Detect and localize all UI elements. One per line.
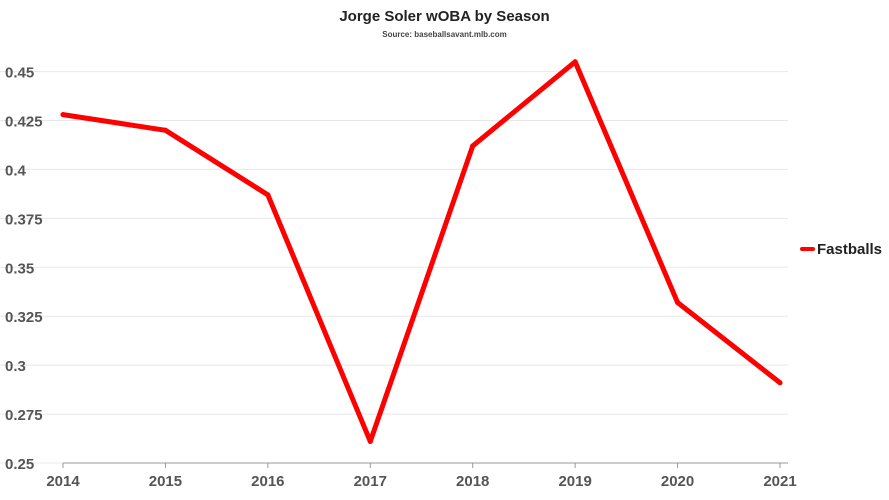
data-point [60, 112, 66, 118]
data-point [572, 59, 578, 65]
y-tick-label: 0.375 [5, 211, 43, 228]
data-point [162, 127, 168, 133]
x-tick-label: 2021 [763, 473, 796, 490]
data-point [265, 192, 271, 198]
y-tick-label: 0.35 [5, 260, 34, 277]
y-tick-label: 0.45 [5, 65, 34, 82]
x-tick-label: 2016 [251, 473, 284, 490]
series-group [60, 59, 783, 444]
chart-title: Jorge Soler wOBA by Season [339, 8, 550, 25]
y-tick-label: 0.25 [5, 456, 34, 473]
y-tick-label: 0.4 [5, 162, 27, 179]
chart-subtitle: Source: baseballsavant.mlb.com [382, 30, 507, 39]
legend: Fastballs [800, 241, 882, 258]
y-tick-label: 0.3 [5, 358, 26, 375]
y-tick-label: 0.275 [5, 407, 43, 424]
x-tick-label: 2014 [46, 473, 80, 490]
data-point [675, 300, 681, 306]
y-axis: 0.25 0.275 0.3 0.325 0.35 0.375 0.4 0.425 0.45 [5, 65, 43, 473]
series-line-fastballs [60, 59, 783, 444]
x-tick-label: 2019 [558, 473, 591, 490]
y-tick-label: 0.325 [5, 309, 43, 326]
data-point [367, 438, 373, 444]
x-tick-label: 2020 [661, 473, 694, 490]
x-axis: 2014 2015 2016 2017 2018 2019 2020 2021 [46, 462, 797, 490]
data-point [470, 143, 476, 149]
x-tick-label: 2015 [149, 473, 182, 490]
y-tick-label: 0.425 [5, 114, 43, 131]
legend-label: Fastballs [817, 241, 882, 258]
x-tick-label: 2018 [456, 473, 489, 490]
data-point [777, 380, 783, 386]
grid-lines [0, 71, 788, 464]
x-tick-label: 2017 [354, 473, 387, 490]
